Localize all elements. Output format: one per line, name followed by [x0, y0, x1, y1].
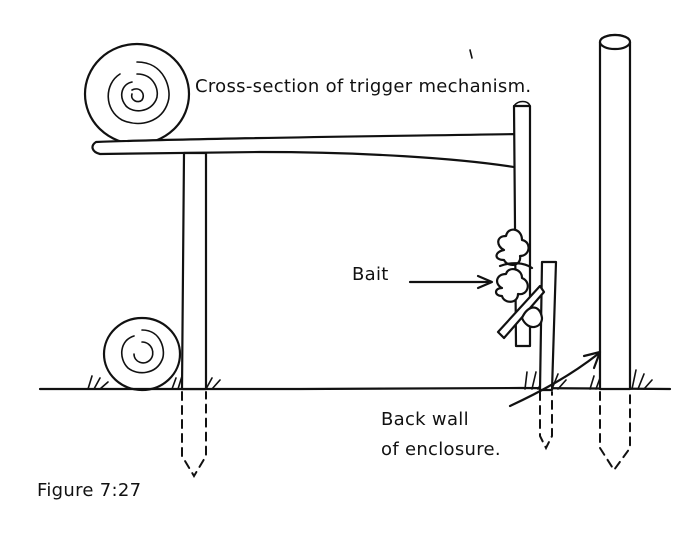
bait-arrow	[408, 274, 494, 290]
figure-caption-title: Cross-section of trigger mechanism.	[195, 76, 532, 97]
trigger-stick	[496, 260, 558, 451]
grass-tufts	[87, 369, 653, 390]
upper-log-cross-section	[83, 42, 191, 146]
support-post	[180, 151, 208, 478]
stray-mark	[469, 49, 473, 59]
figure-number: Figure 7:27	[37, 480, 142, 501]
back-wall-post	[598, 33, 632, 472]
trigger-bar	[91, 132, 530, 170]
back-wall-label-line2: of enclosure.	[381, 439, 501, 460]
back-wall-label-line1: Back wall	[381, 409, 469, 430]
ground-line	[38, 386, 672, 391]
lower-log-cross-section	[102, 316, 182, 392]
bait	[494, 228, 534, 303]
bait-label: Bait	[352, 264, 389, 285]
back-wall-arrow	[508, 350, 602, 408]
